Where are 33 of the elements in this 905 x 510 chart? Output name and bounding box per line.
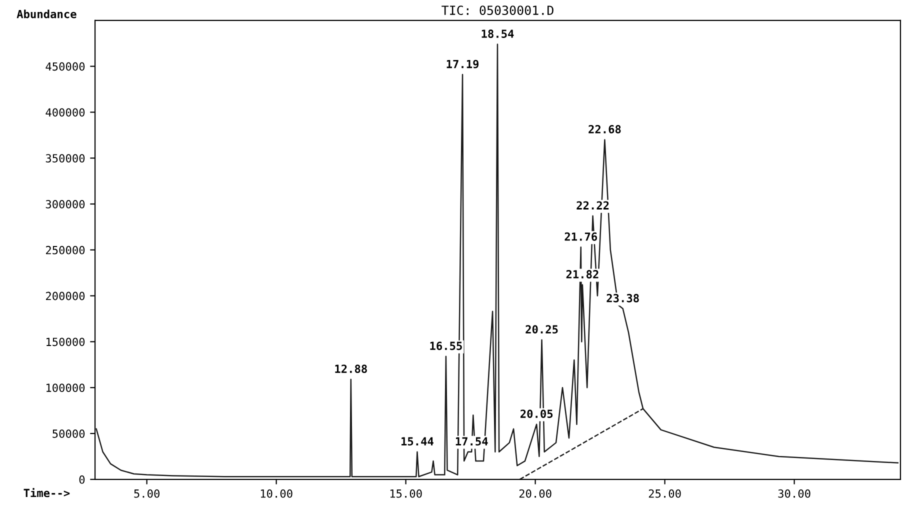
chart-title: TIC: 05030001.D <box>442 6 554 16</box>
annotation: 16.55 <box>430 342 462 350</box>
x-axis-title: Time--> <box>24 488 70 498</box>
y-tick-label: 450000 <box>46 62 85 71</box>
annotation: 20.05 <box>520 410 553 418</box>
x-tick-label: 10.00 <box>260 489 292 498</box>
y-tick-label: 250000 <box>46 246 85 254</box>
annotation: 17.19 <box>446 60 479 68</box>
y-tick-label: 50000 <box>52 430 85 438</box>
y-axis-title: Abundance <box>16 10 76 18</box>
annotation: 23.38 <box>606 294 639 302</box>
y-tick-label: 100000 <box>46 384 85 392</box>
annotation: 12.88 <box>335 364 367 374</box>
x-tick-label: 25.00 <box>648 489 681 498</box>
y-tick-label: 150000 <box>46 338 85 346</box>
line-series <box>96 44 899 478</box>
annotation: 22.22 <box>576 201 609 210</box>
y-tick-label: 300000 <box>46 200 85 208</box>
annotation: 21.76 <box>564 232 598 241</box>
y-tick-label: 0 <box>79 475 85 484</box>
annotation: 17.54 <box>456 437 488 446</box>
y-tick-label: 200000 <box>46 292 85 300</box>
y-tick-label: 400000 <box>46 108 85 117</box>
annotation: 18.54 <box>482 30 514 38</box>
x-tick-label: 20.00 <box>519 489 552 498</box>
annotation: 15.44 <box>402 437 434 446</box>
annotation: 20.25 <box>526 325 558 334</box>
annotation: 21.82 <box>566 270 598 278</box>
y-tick-label: 350000 <box>46 154 85 163</box>
annotation: 22.68 <box>588 125 621 134</box>
x-tick-label: 15.00 <box>390 489 422 498</box>
x-tick-label: 30.00 <box>778 489 810 498</box>
x-tick-label: 5.00 <box>134 489 160 498</box>
